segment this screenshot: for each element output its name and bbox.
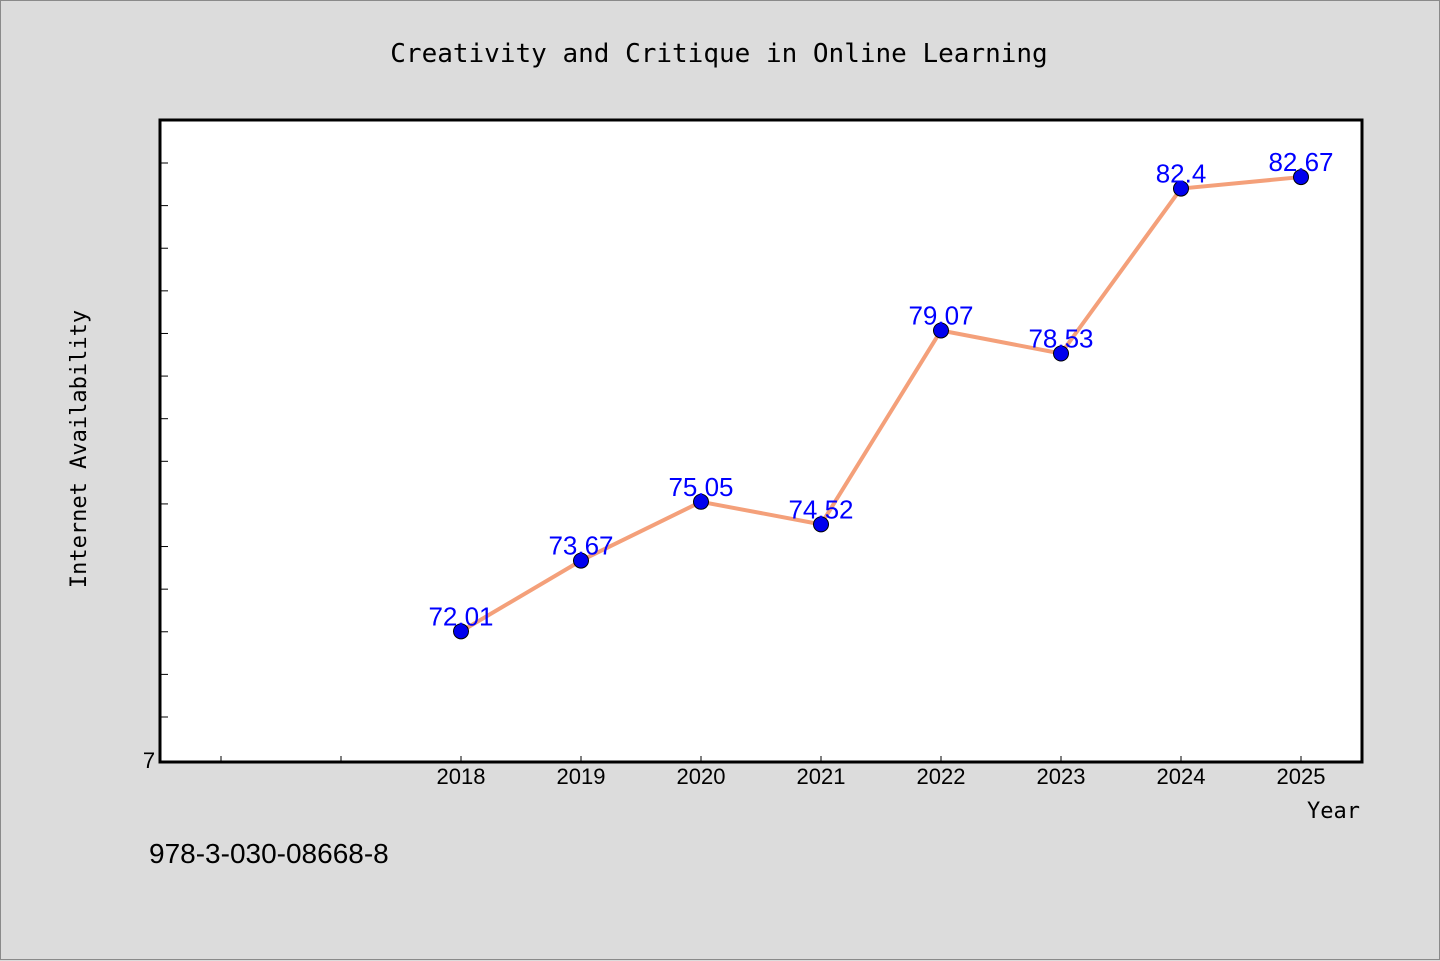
data-point — [453, 623, 469, 640]
data-label: 79.07 — [908, 300, 973, 330]
y-axis-label: Internet Availability — [67, 310, 92, 588]
x-tick-label: 2018 — [437, 764, 486, 789]
data-point — [573, 552, 589, 569]
data-point — [1053, 345, 1069, 362]
isbn-label: 978-3-030-08668-8 — [149, 838, 389, 869]
x-tick-label: 2020 — [677, 764, 726, 789]
series-line — [459, 175, 1302, 634]
chart-title: Creativity and Critique in Online Learni… — [390, 39, 1047, 69]
data-label: 73.67 — [548, 531, 613, 561]
data-label: 82.4 — [1156, 159, 1207, 189]
y-axis-origin-label: 7 — [143, 748, 155, 773]
data-labels: 72.01 73.67 75.05 74.52 79.07 78.53 82.4 82.67 — [428, 147, 1333, 631]
x-tick-label: 2019 — [557, 764, 606, 789]
data-point — [1173, 180, 1189, 197]
x-axis-ticks: 2018 2019 2020 2021 2022 2023 2024 2025 — [220, 756, 1326, 789]
data-point — [933, 322, 949, 339]
data-label: 78.53 — [1028, 323, 1093, 353]
data-label: 82.67 — [1268, 147, 1333, 177]
data-label: 72.01 — [428, 601, 493, 631]
data-point — [813, 516, 829, 533]
plot-area — [158, 118, 1364, 764]
x-tick-label: 2021 — [797, 764, 846, 789]
data-point — [1293, 169, 1309, 186]
x-tick-label: 2024 — [1157, 764, 1206, 789]
x-tick-label: 2023 — [1037, 764, 1086, 789]
data-label: 75.05 — [668, 472, 733, 502]
y-axis-ticks — [160, 162, 168, 718]
x-tick-label: 2022 — [917, 764, 966, 789]
data-point — [693, 493, 709, 510]
x-tick-label: 2025 — [1277, 764, 1326, 789]
data-points — [453, 169, 1309, 640]
x-axis-label: Year — [1307, 799, 1360, 824]
data-label: 74.52 — [788, 494, 853, 524]
